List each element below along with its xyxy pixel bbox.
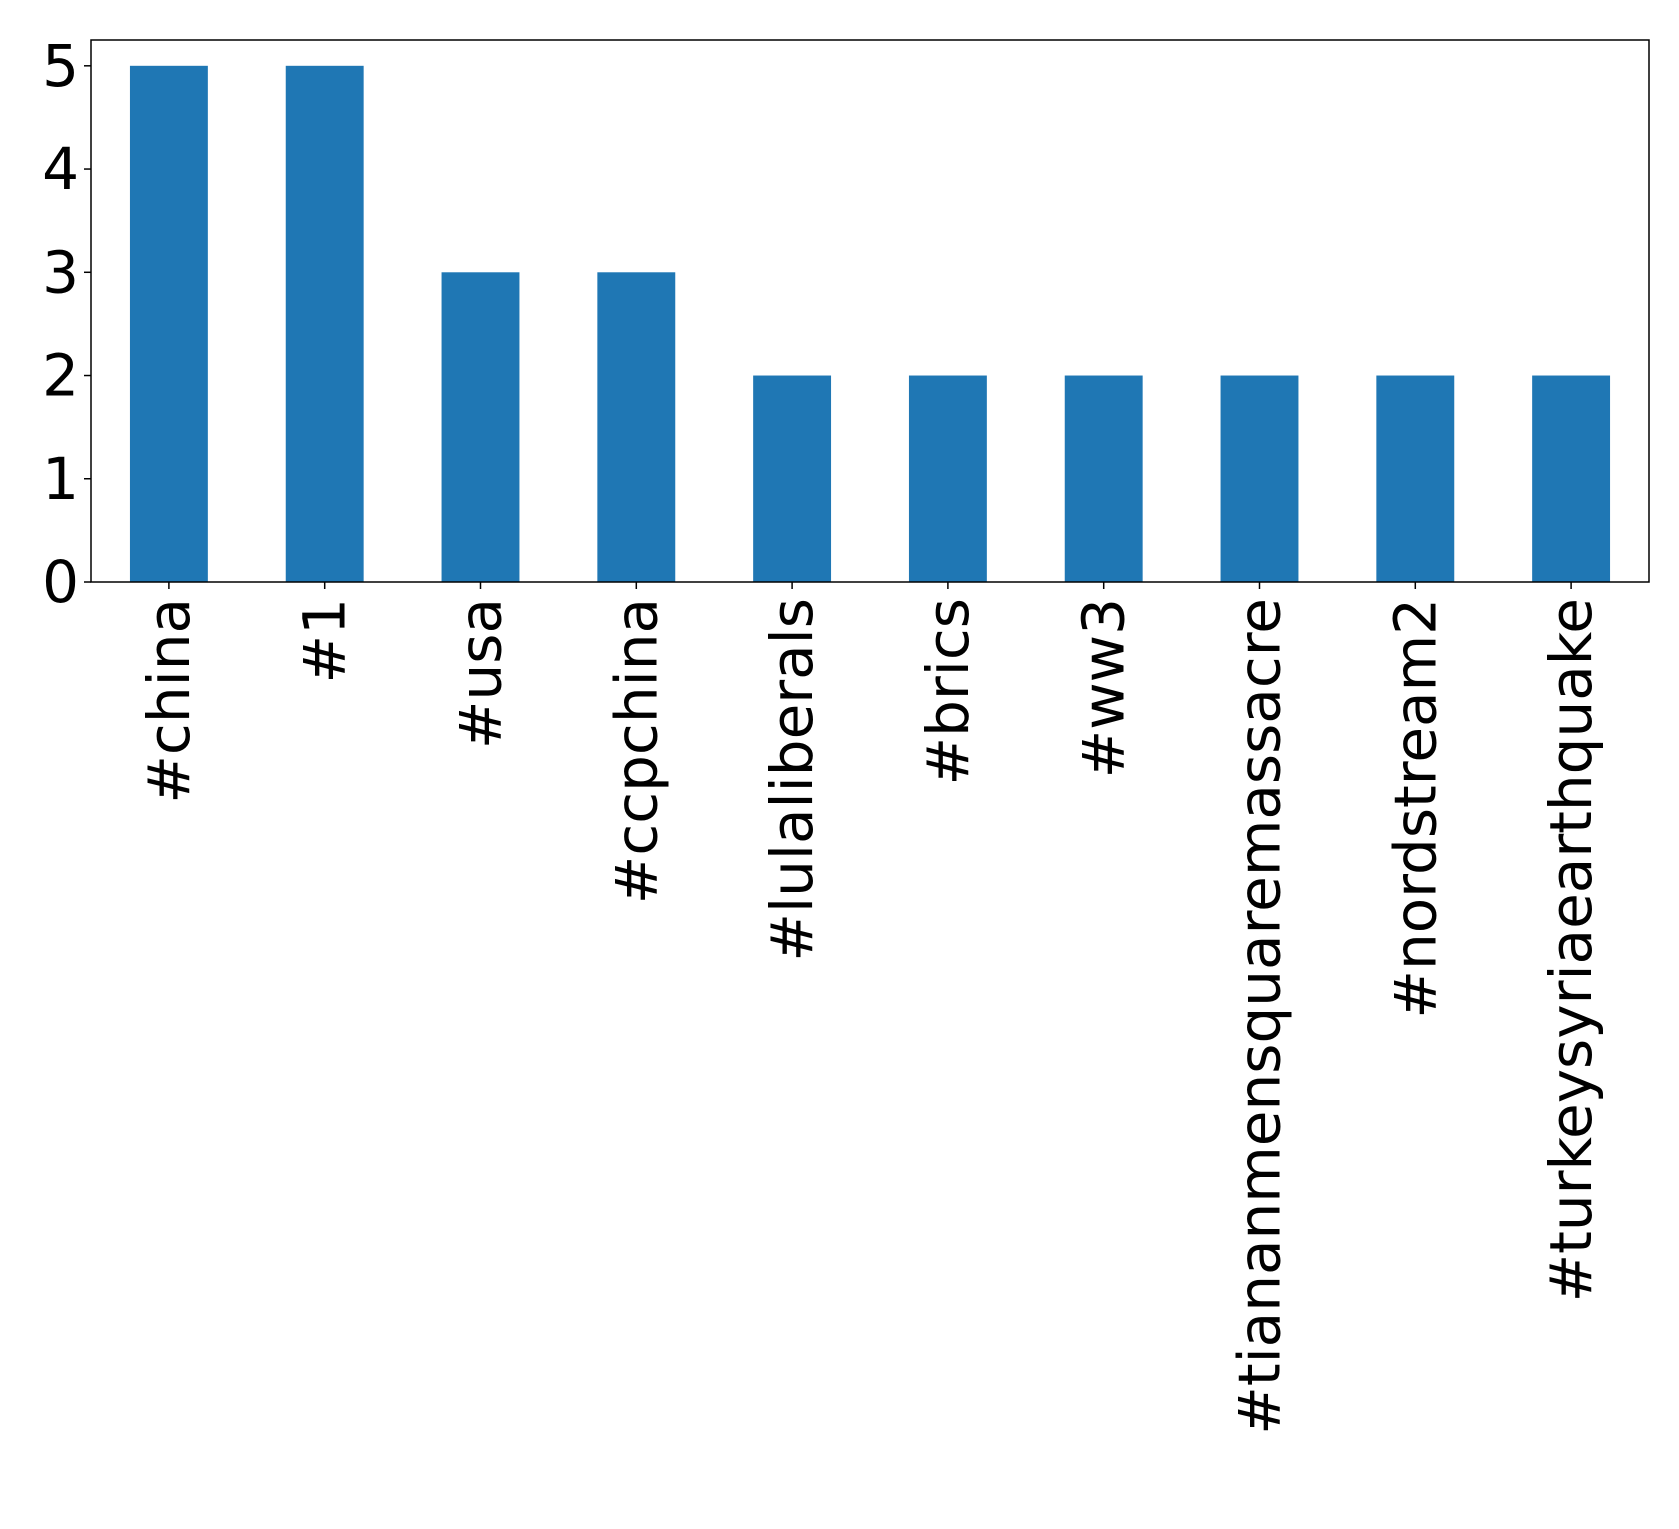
x-tick-label-4: #lulaliberals (758, 598, 826, 962)
bar-7 (1220, 375, 1299, 582)
x-tick-label-3: #ccpchina (602, 598, 670, 904)
x-tick-label-9: #turkeysyriaearthquake (1537, 598, 1605, 1302)
y-axis: 0 1 2 3 4 5 (42, 32, 91, 616)
x-tick-label-6: #ww3 (1070, 598, 1138, 778)
bar-4 (753, 375, 832, 582)
bar-1 (285, 65, 364, 583)
x-tick-label-1: #1 (291, 598, 359, 684)
x-tick-label-8: #nordstream2 (1381, 598, 1449, 1019)
bar-5 (908, 375, 987, 582)
plot-frame (90, 39, 1650, 583)
y-tick-label-2: 2 (42, 342, 79, 410)
y-tick-label-0: 0 (42, 548, 79, 616)
y-tick-label-4: 4 (42, 135, 79, 203)
y-tick-label-5: 5 (42, 32, 79, 100)
bar-6 (1064, 375, 1143, 582)
x-tick-label-2: #usa (447, 598, 515, 749)
x-tick-label-7: #tiananmensquaremassacre (1226, 598, 1294, 1435)
bar-0 (129, 65, 208, 583)
bar-2 (441, 272, 520, 582)
x-axis: #china #1 #usa #ccpchina #lulaliberals #brics… (135, 582, 1605, 1435)
bar-9 (1532, 375, 1611, 582)
y-tick-label-1: 1 (42, 445, 79, 513)
y-tick-label-3: 3 (42, 238, 79, 306)
bar-3 (597, 272, 676, 582)
bars (129, 65, 1611, 583)
x-tick-label-0: #china (135, 598, 203, 804)
bar-8 (1376, 375, 1455, 582)
x-tick-label-5: #brics (914, 598, 982, 785)
